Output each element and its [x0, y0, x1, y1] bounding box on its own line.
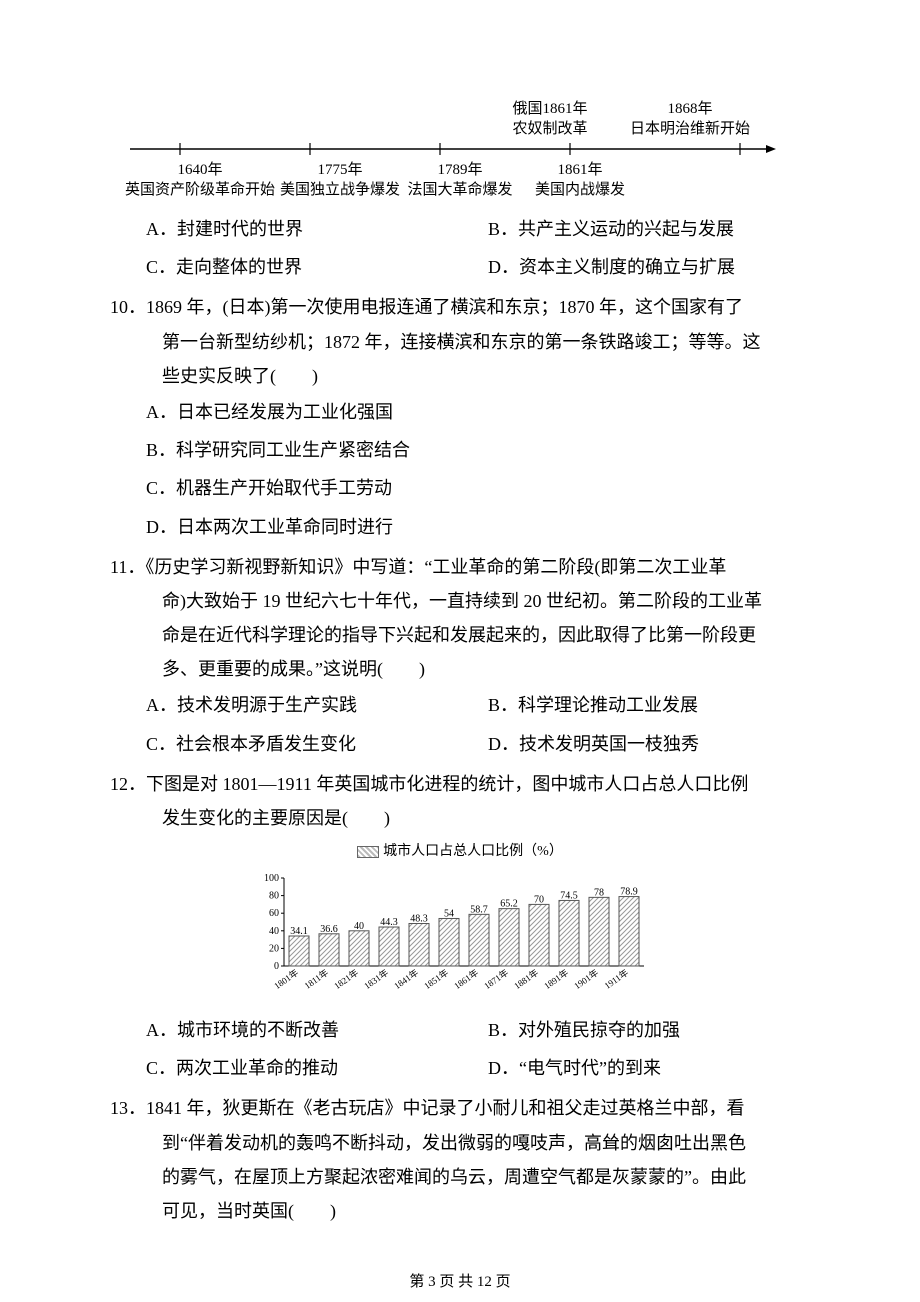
svg-text:70: 70	[534, 894, 544, 905]
timeline-bottom-row: 1640年英国资产阶级革命开始1775年美国独立战争爆发1789年法国大革命爆发…	[120, 161, 810, 200]
q12-opt-b: B．对外殖民掠夺的加强	[488, 1011, 810, 1049]
q11-cont: 多、更重要的成果。”这说明( )	[162, 652, 810, 686]
q9-opt-b: B．共产主义运动的兴起与发展	[488, 210, 810, 248]
q9-opt-d: D．资本主义制度的确立与扩展	[488, 248, 810, 286]
svg-text:58.7: 58.7	[470, 904, 488, 915]
q10-cont: 第一台新型纺纱机；1872 年，连接横滨和东京的第一条铁路竣工；等等。这	[162, 325, 810, 359]
svg-text:1821年: 1821年	[332, 966, 360, 991]
urbanization-bar-chart: 02040608010034.11801年36.61811年401821年44.…	[110, 866, 810, 1007]
q10-opt-b: B．科学研究同工业生产紧密结合	[146, 431, 810, 469]
svg-text:1881年: 1881年	[512, 966, 540, 991]
q10-stem: 1869 年，(日本)第一次使用电报连通了横滨和东京；1870 年，这个国家有了	[146, 297, 743, 317]
q12-opt-d: D．“电气时代”的到来	[488, 1049, 810, 1087]
svg-text:0: 0	[274, 961, 279, 972]
svg-text:65.2: 65.2	[500, 898, 518, 909]
timeline-bottom-item: 1861年美国内战爆发	[520, 161, 640, 200]
svg-text:1891年: 1891年	[542, 966, 570, 991]
svg-text:40: 40	[269, 926, 279, 937]
svg-text:1901年: 1901年	[572, 966, 600, 991]
timeline-bottom-item: 1640年英国资产阶级革命开始	[120, 161, 280, 200]
legend-swatch-icon	[357, 846, 379, 858]
question-10: 10．1869 年，(日本)第一次使用电报连通了横滨和东京；1870 年，这个国…	[110, 290, 810, 545]
timeline-top-year: 1868年	[620, 100, 760, 120]
q10-opt-a: A．日本已经发展为工业化强国	[146, 393, 810, 431]
q12-number: 12．	[110, 774, 146, 794]
svg-text:78.9: 78.9	[620, 886, 638, 897]
q11-stem: 《历史学习新视野新知识》中写道：“工业革命的第二阶段(即第二次工业革	[145, 557, 726, 577]
timeline-top-event: 农奴制改革	[480, 120, 620, 140]
q11-opt-c: C．社会根本矛盾发生变化	[146, 725, 468, 763]
timeline-top-year: 俄国1861年	[480, 100, 620, 120]
timeline-figure: 俄国1861年 农奴制改革 1868年 日本明治维新开始 1640年英国资产阶级…	[120, 100, 810, 200]
q13-cont: 到“伴着发动机的轰鸣不断抖动，发出微弱的嘎吱声，高耸的烟囱吐出黑色	[162, 1126, 810, 1160]
chart-legend-text: 城市人口占总人口比例（%）	[383, 844, 563, 859]
q11-options: A．技术发明源于生产实践 B．科学理论推动工业发展 C．社会根本矛盾发生变化 D…	[146, 686, 810, 762]
svg-text:40: 40	[354, 921, 364, 932]
timeline-top-item: 1868年 日本明治维新开始	[620, 100, 760, 139]
svg-text:78: 78	[594, 887, 604, 898]
svg-text:1911年: 1911年	[602, 966, 630, 990]
q13-cont: 的雾气，在屋顶上方聚起浓密难闻的乌云，周遭空气都是灰蒙蒙的”。由此	[162, 1160, 810, 1194]
timeline-axis	[120, 139, 780, 159]
q10-opt-d: D．日本两次工业革命同时进行	[146, 508, 810, 546]
svg-text:100: 100	[264, 873, 279, 884]
svg-text:34.1: 34.1	[290, 926, 308, 937]
q11-opt-b: B．科学理论推动工业发展	[488, 686, 810, 724]
bar-chart-svg: 02040608010034.11801年36.61811年401821年44.…	[250, 866, 670, 996]
q9-options: A．封建时代的世界 B．共产主义运动的兴起与发展 C．走向整体的世界 D．资本主…	[146, 210, 810, 286]
svg-text:20: 20	[269, 943, 279, 954]
q10-options: A．日本已经发展为工业化强国 B．科学研究同工业生产紧密结合 C．机器生产开始取…	[146, 393, 810, 546]
svg-text:1811年: 1811年	[302, 966, 330, 990]
q12-opt-a: A．城市环境的不断改善	[146, 1011, 468, 1049]
spacer	[120, 100, 480, 139]
timeline-bottom-item: 1789年法国大革命爆发	[400, 161, 520, 200]
question-13: 13．1841 年，狄更斯在《老古玩店》中记录了小耐儿和祖父走过英格兰中部，看 …	[110, 1091, 810, 1228]
q11-opt-a: A．技术发明源于生产实践	[146, 686, 468, 724]
timeline-top-item: 俄国1861年 农奴制改革	[480, 100, 620, 139]
svg-text:1831年: 1831年	[362, 966, 390, 991]
q11-number: 11．	[110, 557, 145, 577]
svg-text:60: 60	[269, 908, 279, 919]
question-12: 12．下图是对 1801—1911 年英国城市化进程的统计，图中城市人口占总人口…	[110, 767, 810, 1088]
q11-cont: 命)大致始于 19 世纪六七十年代，一直持续到 20 世纪初。第二阶段的工业革	[162, 584, 810, 618]
q11-cont: 命是在近代科学理论的指导下兴起和发展起来的，因此取得了比第一阶段更	[162, 618, 810, 652]
q12-stem: 下图是对 1801—1911 年英国城市化进程的统计，图中城市人口占总人口比例	[146, 774, 748, 794]
q13-cont: 可见，当时英国( )	[162, 1194, 810, 1228]
chart-legend: 城市人口占总人口比例（%）	[110, 839, 810, 866]
timeline-bottom-item: 1775年美国独立战争爆发	[280, 161, 400, 200]
svg-text:74.5: 74.5	[560, 890, 578, 901]
q10-cont: 些史实反映了( )	[162, 359, 810, 393]
svg-text:1841年: 1841年	[392, 966, 420, 991]
q13-stem: 1841 年，狄更斯在《老古玩店》中记录了小耐儿和祖父走过英格兰中部，看	[146, 1098, 745, 1118]
svg-text:1851年: 1851年	[422, 966, 450, 991]
q10-opt-c: C．机器生产开始取代手工劳动	[146, 469, 810, 507]
svg-text:54: 54	[444, 908, 454, 919]
timeline-top-row: 俄国1861年 农奴制改革 1868年 日本明治维新开始	[120, 100, 810, 139]
svg-text:80: 80	[269, 890, 279, 901]
svg-text:44.3: 44.3	[380, 917, 398, 928]
svg-text:1861年: 1861年	[452, 966, 480, 991]
timeline-top-event: 日本明治维新开始	[620, 120, 760, 140]
svg-text:36.6: 36.6	[320, 924, 338, 935]
q9-opt-c: C．走向整体的世界	[146, 248, 468, 286]
question-11: 11．《历史学习新视野新知识》中写道：“工业革命的第二阶段(即第二次工业革 命)…	[110, 550, 810, 763]
q9-opt-a: A．封建时代的世界	[146, 210, 468, 248]
q11-opt-d: D．技术发明英国一枝独秀	[488, 725, 810, 763]
q13-number: 13．	[110, 1098, 146, 1118]
svg-text:48.3: 48.3	[410, 913, 428, 924]
q12-options: A．城市环境的不断改善 B．对外殖民掠夺的加强 C．两次工业革命的推动 D．“电…	[146, 1011, 810, 1087]
page-footer: 第 3 页 共 12 页	[110, 1268, 810, 1297]
q12-opt-c: C．两次工业革命的推动	[146, 1049, 468, 1087]
q12-cont: 发生变化的主要原因是( )	[162, 801, 810, 835]
q10-number: 10．	[110, 297, 146, 317]
svg-text:1871年: 1871年	[482, 966, 510, 991]
